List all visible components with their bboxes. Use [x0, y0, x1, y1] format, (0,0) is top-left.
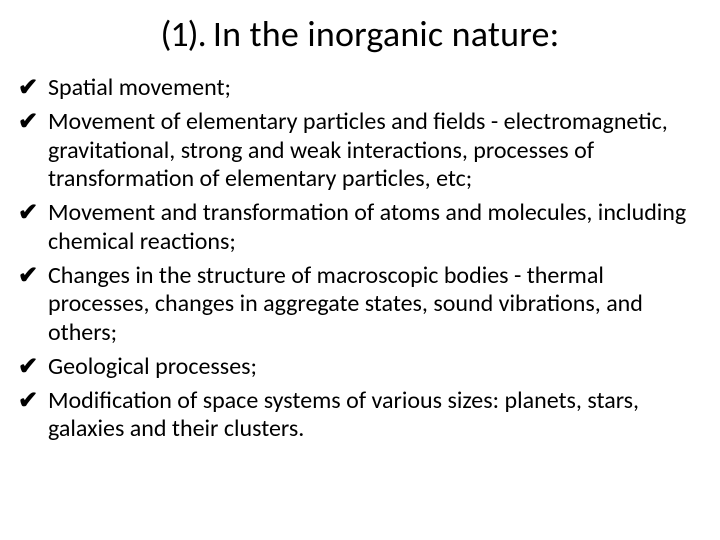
list-item: ✔ Spatial movement; — [18, 74, 702, 102]
list-item: ✔ Modification of space systems of vario… — [18, 387, 702, 444]
list-item: ✔ Changes in the structure of macroscopi… — [18, 262, 702, 347]
slide-title: (1). In the inorganic nature: — [18, 12, 702, 56]
title-main: In the inorganic nature: — [213, 12, 560, 56]
list-item-text: Changes in the structure of macroscopic … — [48, 261, 643, 347]
slide: (1). In the inorganic nature: ✔ Spatial … — [0, 0, 720, 540]
bullet-list: ✔ Spatial movement; ✔ Movement of elemen… — [18, 74, 702, 444]
list-item: ✔ Movement of elementary particles and f… — [18, 108, 702, 193]
checkmark-icon: ✔ — [18, 353, 42, 381]
checkmark-icon: ✔ — [18, 108, 42, 136]
list-item-text: Movement of elementary particles and fie… — [48, 107, 668, 193]
list-item: ✔ Movement and transformation of atoms a… — [18, 199, 702, 256]
title-prefix: (1). — [161, 12, 213, 56]
list-item-text: Geological processes; — [48, 352, 257, 381]
list-item-text: Movement and transformation of atoms and… — [48, 198, 686, 255]
checkmark-icon: ✔ — [18, 199, 42, 227]
list-item-text: Modification of space systems of various… — [48, 386, 639, 443]
checkmark-icon: ✔ — [18, 74, 42, 102]
checkmark-icon: ✔ — [18, 387, 42, 415]
list-item-text: Spatial movement; — [48, 73, 231, 102]
list-item: ✔ Geological processes; — [18, 353, 702, 381]
checkmark-icon: ✔ — [18, 262, 42, 290]
